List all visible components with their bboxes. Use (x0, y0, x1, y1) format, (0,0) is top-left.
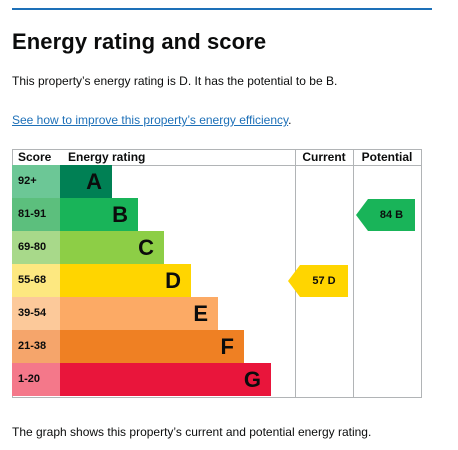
graph-border-bottom (12, 397, 422, 398)
current-column-header: Current (302, 150, 346, 164)
score-range-cell: 21-38 (12, 330, 60, 363)
band-bar-g: G (60, 363, 271, 396)
graph-header-rule (12, 165, 422, 166)
band-letter: B (112, 202, 128, 227)
score-range-cell: 92+ (12, 165, 60, 198)
score-range-cell: 55-68 (12, 264, 60, 297)
potential-rating-arrow: 84 B (356, 199, 415, 231)
band-letter: D (165, 268, 181, 293)
energy-rating-graph: Score Energy rating Current Potential 92… (12, 149, 422, 398)
improve-link-line: See how to improve this property’s energ… (12, 113, 291, 127)
graph-border-top (12, 149, 422, 150)
band-bar-e: E (60, 297, 218, 330)
score-range-cell: 1-20 (12, 363, 60, 396)
rating-summary-text: This property’s energy rating is D. It h… (12, 74, 338, 88)
score-range-cell: 81-91 (12, 198, 60, 231)
band-letter: G (243, 367, 261, 392)
potential-column-header: Potential (361, 150, 413, 164)
band-bar-c: C (60, 231, 164, 264)
band-bar-d: D (60, 264, 191, 297)
page-title: Energy rating and score (12, 29, 267, 54)
graph-border-right (421, 149, 422, 398)
score-range-cell: 69-80 (12, 231, 60, 264)
band-letter: A (86, 169, 102, 194)
current-rating-arrow: 57 D (288, 265, 348, 297)
band-letter: C (138, 235, 154, 260)
graph-caption: The graph shows this property’s current … (12, 425, 372, 439)
score-column-header: Score (18, 150, 52, 164)
band-letter: E (193, 301, 208, 326)
band-letter: F (220, 334, 234, 359)
band-bar-a: A (60, 165, 112, 198)
graph-divider-potential (353, 149, 354, 398)
band-bar-f: F (60, 330, 244, 363)
band-bar-b: B (60, 198, 138, 231)
link-suffix: . (288, 113, 292, 127)
energy-rating-column-header: Energy rating (68, 150, 146, 164)
score-range-cell: 39-54 (12, 297, 60, 330)
section-top-rule (12, 8, 432, 10)
improve-efficiency-link[interactable]: See how to improve this property’s energ… (12, 113, 289, 127)
